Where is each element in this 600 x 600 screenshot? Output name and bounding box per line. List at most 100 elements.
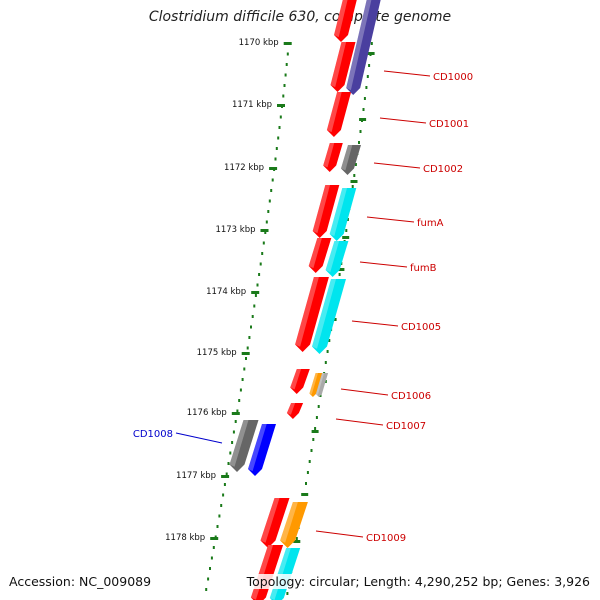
minor-tick [301, 493, 309, 496]
gene-arrow-shade [260, 498, 280, 543]
feature-bar [329, 188, 357, 241]
track-dot [353, 174, 356, 177]
gene-label-line [335, 418, 384, 426]
gene-arrow [330, 42, 356, 92]
scale-tick-label: 1172 kbp [224, 163, 264, 173]
gene-arrow [323, 143, 343, 172]
gene-label: CD1005 [401, 322, 441, 333]
gene-arrow [260, 498, 290, 548]
gene-label-line [351, 320, 399, 327]
track-dot [328, 339, 331, 342]
feature-bar-shade [309, 373, 318, 395]
gene-label-line [340, 388, 389, 396]
gene-arrow-shade [334, 0, 348, 38]
track-dot [362, 108, 365, 111]
major-tick [269, 167, 278, 170]
track-dot [306, 471, 309, 474]
major-tick [221, 475, 230, 478]
scale-dot [216, 525, 219, 528]
gene-label-line [383, 70, 431, 77]
gene-label: CD1000 [433, 72, 473, 83]
major-tick [251, 291, 260, 294]
scale-dot [253, 304, 256, 308]
gene-label: CD1007 [386, 421, 426, 432]
track-dot [312, 438, 315, 441]
track-dot [358, 141, 360, 144]
scale-dot [279, 115, 282, 119]
scale-dot [271, 178, 274, 182]
scale-dot [232, 430, 235, 434]
scale-dot [238, 399, 241, 402]
scale-dot [207, 577, 210, 581]
track-dot [338, 273, 341, 276]
feature-bar [315, 373, 329, 397]
major-tick [277, 104, 285, 107]
scale-dot [265, 220, 268, 224]
scale-dot [250, 325, 252, 329]
track-dot [326, 350, 329, 353]
scale-dot [236, 409, 239, 413]
gene-arrow-shade [308, 238, 322, 269]
scale-dot [278, 126, 281, 129]
track-dot [317, 405, 320, 408]
scale-dot [258, 273, 261, 276]
scale-tick-label: 1176 kbp [187, 408, 227, 418]
gene-label-line [366, 216, 415, 223]
scale-dot [223, 483, 226, 486]
scale-dot [284, 73, 287, 77]
scale-dot [286, 52, 289, 56]
scale-tick-label: 1173 kbp [215, 225, 255, 235]
scale-dot [210, 556, 213, 560]
minor-tick [359, 118, 367, 121]
scale-dot [261, 252, 264, 255]
major-tick [241, 352, 250, 355]
gene-label-line [315, 530, 364, 538]
track-dot [363, 97, 366, 100]
minor-tick [342, 236, 350, 239]
scale-dot [222, 493, 225, 497]
scale-dot [267, 210, 270, 213]
gene-label-line [373, 162, 421, 169]
feature-bar-shade [315, 373, 325, 395]
feature-bar [312, 279, 346, 354]
gene-arrow [312, 185, 340, 238]
major-tick [260, 229, 269, 232]
feature-bar [280, 502, 308, 548]
major-tick [283, 42, 292, 45]
topology-text: Topology: circular; Length: 4,290,252 bp… [246, 574, 590, 589]
scale-dot [229, 451, 232, 455]
feature-bar-shade [341, 145, 353, 171]
feature-bar-shade [280, 502, 298, 543]
gene-arrow [290, 369, 310, 394]
feature-bar-shade [346, 0, 372, 91]
scale-dot [264, 231, 267, 234]
track-dot [359, 130, 362, 133]
major-tick [231, 412, 240, 415]
track-dot [308, 460, 311, 463]
scale-dot [277, 136, 280, 140]
scale-dot [205, 588, 208, 591]
scale-dot [262, 241, 265, 245]
scale-dot [239, 388, 242, 392]
scale-dot [246, 346, 249, 350]
minor-tick [337, 268, 345, 271]
feature-bar [341, 145, 361, 175]
track-dot [305, 482, 307, 485]
gene-label: CD1001 [429, 119, 469, 130]
track-dot [314, 427, 317, 430]
gene-arrow-shade [323, 143, 335, 168]
track-dot [315, 416, 318, 419]
gene-arrow-shade [248, 424, 267, 472]
gene-arrow [295, 277, 329, 352]
track-dot [370, 42, 373, 45]
scale-dot [220, 504, 223, 507]
scale-dot [282, 94, 285, 98]
minor-tick [350, 180, 358, 183]
scale-dot [274, 157, 277, 161]
gene-arrow [326, 92, 352, 137]
feature-bar-shade [312, 279, 336, 349]
scale-dot [243, 367, 246, 371]
scale-dot [241, 378, 244, 381]
